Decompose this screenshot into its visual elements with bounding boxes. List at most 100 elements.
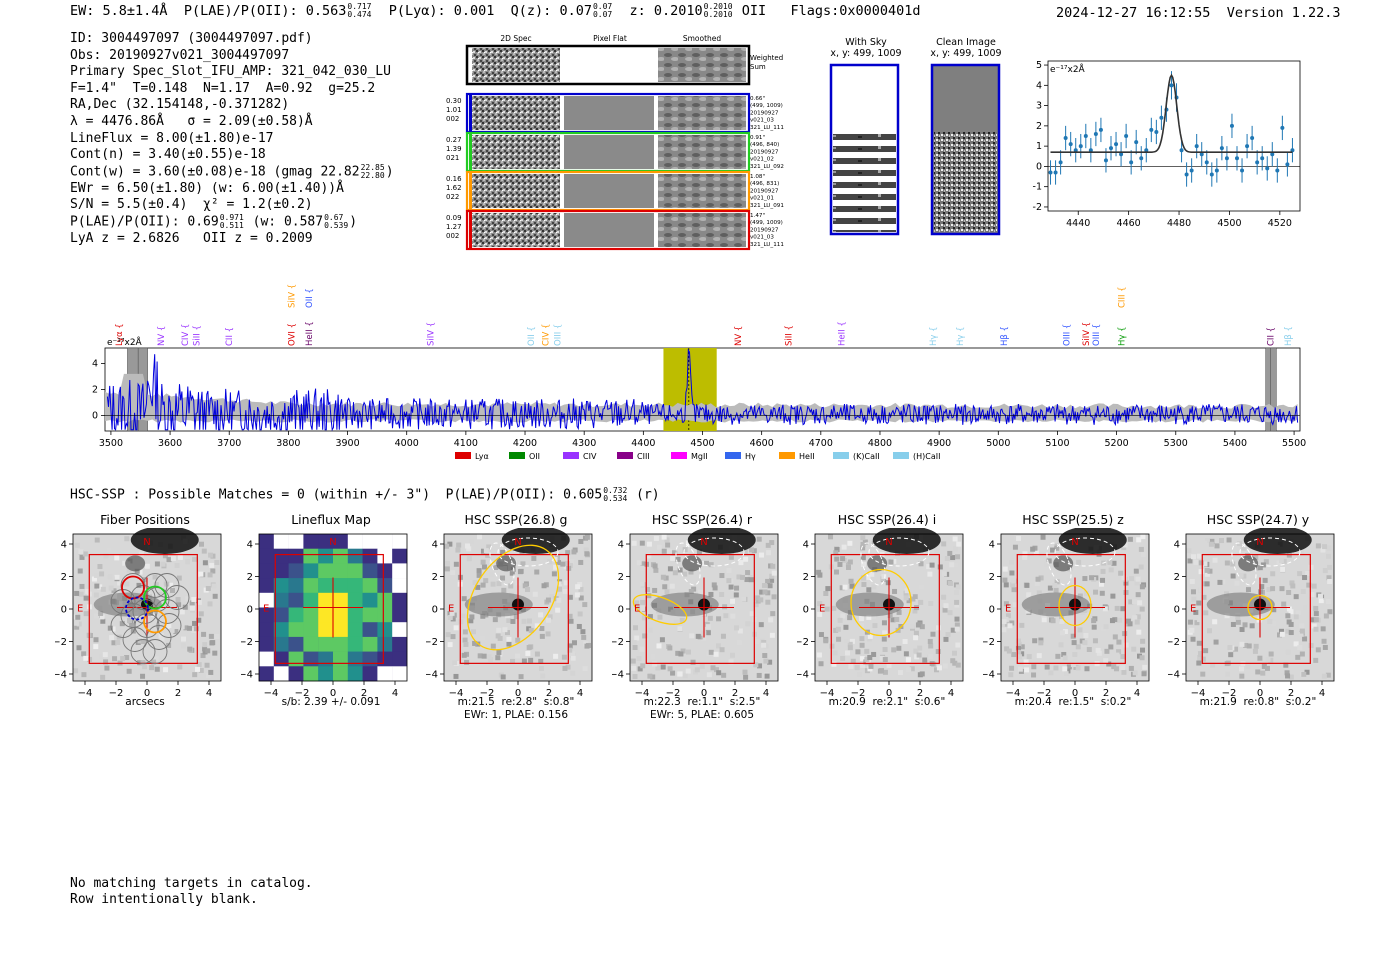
lineflux-pixel: [392, 592, 408, 608]
hsc-noise-pixel: [553, 653, 559, 659]
sky-panels: [829, 63, 1001, 236]
zoom-point: [1088, 148, 1093, 153]
hsc-noise-pixel: [695, 633, 701, 639]
hsc-noise-pixel: [919, 584, 925, 590]
lineflux-pixel: [333, 651, 348, 667]
hsc-noise-pixel: [864, 656, 870, 662]
hsc-noise-pixel: [935, 625, 941, 631]
hsc-x-tick-label: 4: [1319, 688, 1325, 699]
hsc-noise-pixel: [1066, 664, 1072, 670]
hsc-noise-pixel: [1023, 659, 1029, 665]
hsc-noise-pixel: [929, 562, 935, 568]
hsc-noise-pixel: [1249, 623, 1255, 629]
hsc-noise-pixel: [1011, 652, 1017, 658]
spectrum-line-mark: SiII {: [784, 325, 794, 346]
hsc-noise-pixel: [1279, 586, 1285, 592]
hsc-noise-pixel: [1288, 609, 1294, 615]
spectrum-x-tick-label: 3900: [335, 438, 359, 449]
hsc-noise-pixel: [1128, 665, 1134, 671]
zoom-point: [1068, 142, 1073, 147]
hsc-noise-pixel: [578, 559, 584, 565]
hsc-panel-image: [259, 534, 408, 682]
hsc-panel: N E −4 −2 0 2 4 4 2 0 −2 −4: [983, 528, 1150, 699]
hsc-noise-pixel: [1276, 632, 1282, 638]
hsc-noise-pixel: [749, 611, 755, 617]
hsc-noise-pixel: [1003, 601, 1009, 607]
hsc-noise-pixel: [76, 621, 82, 627]
hsc-noise-pixel: [736, 640, 742, 646]
spectrum-line-mark: CIV {: [542, 324, 552, 346]
zoom-point: [1129, 160, 1134, 165]
east-marker: E: [263, 604, 269, 615]
hsc-noise-pixel: [551, 571, 557, 577]
hsc-noise-pixel: [652, 587, 658, 593]
hsc-noise-pixel: [510, 618, 516, 624]
hsc-noise-pixel: [1290, 583, 1296, 589]
hsc-noise-pixel: [1030, 546, 1036, 552]
hsc-source: [125, 555, 146, 572]
hsc-noise-pixel: [77, 568, 83, 574]
hsc-noise-pixel: [696, 549, 702, 555]
hsc-noise-pixel: [744, 577, 750, 583]
hsc-noise-pixel: [1260, 562, 1266, 568]
hsc-neighbor-ellipse: [1239, 537, 1301, 567]
hsc-noise-pixel: [945, 631, 951, 637]
hsc-noise-pixel: [1022, 554, 1028, 560]
hsc-noise-pixel: [743, 556, 749, 562]
hsc-noise-pixel: [1084, 666, 1090, 672]
hsc-noise-pixel: [715, 643, 721, 649]
hsc-noise-pixel: [647, 614, 653, 620]
hsc-noise-pixel: [720, 633, 726, 639]
hsc-noise-pixel: [1017, 666, 1023, 672]
cutout-2dspec: [472, 96, 560, 130]
hsc-noise-pixel: [582, 602, 588, 608]
hsc-noise-pixel: [748, 577, 754, 583]
hsc-noise-pixel: [196, 599, 202, 605]
hsc-noise-pixel: [1135, 614, 1141, 620]
hsc-noise-pixel: [107, 574, 113, 580]
contw-hi: 22.85: [360, 162, 385, 172]
hsc-panel-caption: m:21.5 re:2.8" s:0.8" EWr: 1, PLAE: 0.15…: [457, 696, 575, 721]
hsc-noise-pixel: [157, 592, 163, 598]
lineflux-pixel: [318, 592, 334, 608]
hsc-noise-pixel: [506, 636, 512, 642]
hsc-noise-pixel: [1285, 628, 1291, 634]
hsc-noise-pixel: [500, 575, 506, 581]
hsc-noise-pixel: [114, 555, 120, 561]
hsc-noise-pixel: [1099, 590, 1105, 596]
hsc-noise-pixel: [1263, 559, 1269, 565]
zoom-point: [1235, 156, 1239, 161]
hsc-noise-pixel: [849, 638, 855, 644]
fiber-green: [143, 585, 167, 610]
lineflux-pixel: [362, 666, 378, 682]
hsc-noise-pixel: [1191, 554, 1197, 560]
hsc-noise-pixel: [1255, 669, 1261, 675]
hsc-noise-pixel: [211, 583, 217, 589]
zoom-point: [1199, 152, 1204, 157]
hsc-aperture-ellipse: [1247, 594, 1273, 621]
hsc-noise-pixel: [857, 672, 863, 678]
hsc-noise-pixel: [1123, 642, 1129, 648]
hsc-noise-pixel: [94, 537, 100, 543]
hsc-extended-source: [1021, 592, 1090, 617]
hsc-noise-pixel: [730, 652, 736, 658]
hsc-noise-pixel: [488, 656, 494, 662]
spectrum-x-tick-label: 4500: [690, 438, 714, 449]
hsc-noise-pixel: [578, 586, 584, 592]
info-primary: Primary Spec_Slot_IFU_AMP: 321_042_030_L…: [70, 64, 391, 80]
hsc-noise-pixel: [571, 549, 577, 555]
info-block: ID: 3004497097 (3004497097.pdf) Obs: 201…: [70, 31, 394, 248]
lineflux-pixel: [377, 607, 393, 623]
hsc-noise-pixel: [204, 662, 210, 668]
with-sky-sub: x, y: 499, 1009: [830, 48, 902, 59]
cutout-row-right-text: 321_LU_092: [750, 164, 784, 170]
hsc-noise-pixel: [159, 636, 165, 642]
hsc-noise-pixel: [140, 673, 146, 679]
hsc-noise-pixel: [168, 582, 174, 588]
hsc-noise-pixel: [672, 570, 678, 576]
hsc-noise-pixel: [677, 671, 683, 677]
hsc-y-tick-label: 4: [247, 540, 253, 551]
hsc-noise-pixel: [1288, 621, 1294, 627]
hsc-noise-pixel: [1313, 605, 1319, 611]
hsc-noise-pixel: [106, 547, 112, 553]
